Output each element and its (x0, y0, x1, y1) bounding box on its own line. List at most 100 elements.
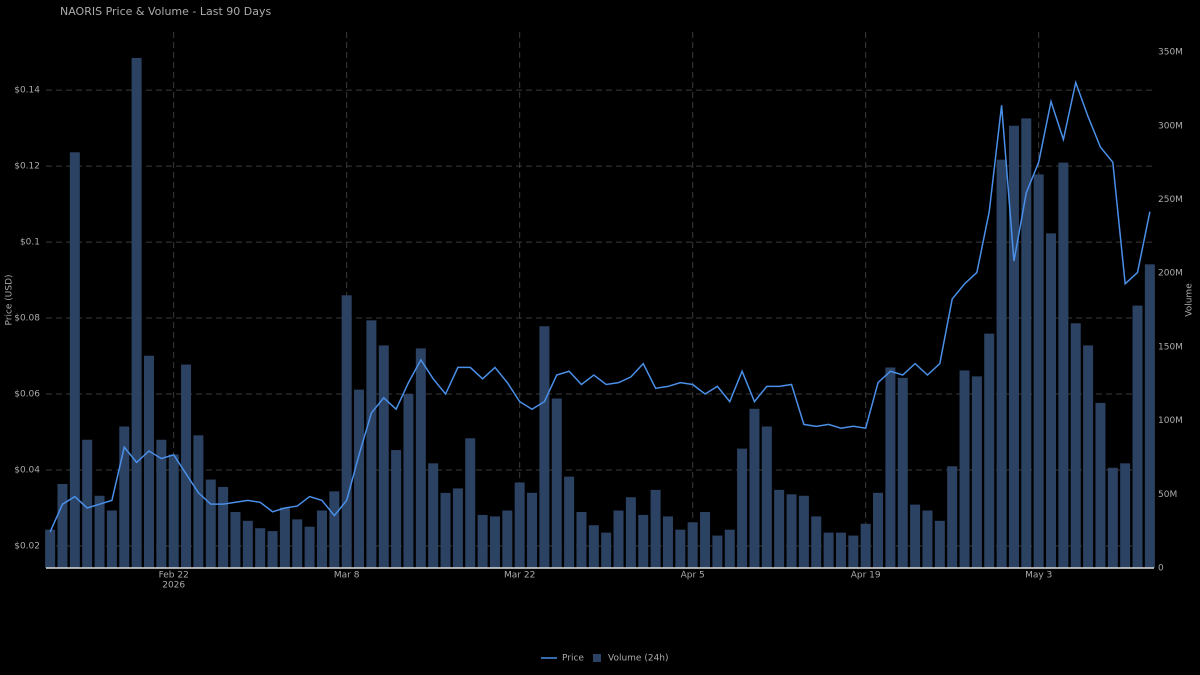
volume-bar (934, 520, 945, 568)
volume-bar (984, 333, 995, 568)
y-tick-label: $0.1 (20, 238, 40, 248)
volume-bar (477, 514, 488, 568)
volume-bar (354, 389, 365, 568)
volume-bar (329, 491, 340, 568)
volume-bar (316, 510, 327, 568)
volume-bar (650, 489, 661, 568)
volume-bar (131, 57, 142, 568)
volume-bar (1107, 467, 1118, 568)
volume-bar (403, 394, 414, 568)
volume-bar (205, 479, 216, 568)
volume-bar (514, 482, 525, 568)
volume-bar (576, 511, 587, 568)
volume-bar (737, 448, 748, 568)
volume-bar (69, 152, 80, 568)
volume-bar (588, 525, 599, 568)
volume-bar (835, 532, 846, 568)
volume-bar (996, 159, 1007, 568)
volume-bar (885, 367, 896, 568)
volume-bar (218, 486, 229, 568)
y-tick-label: $0.04 (14, 465, 40, 475)
volume-bar (489, 516, 500, 568)
volume-bar (1033, 174, 1044, 568)
volume-bar (687, 522, 698, 568)
volume-bar (292, 519, 303, 568)
x-tick-label: Apr 19 (851, 571, 881, 581)
volume-bar (465, 438, 476, 568)
y2-tick-label: 150M (1158, 342, 1183, 352)
x-year-label: 2026 (162, 581, 185, 591)
y2-tick-label: 100M (1158, 416, 1183, 426)
legend-label: Price (562, 654, 584, 664)
x-tick-label: May 3 (1025, 571, 1052, 581)
volume-bar (1132, 305, 1143, 568)
volume-bar (675, 529, 686, 568)
volume-bar (255, 528, 266, 568)
volume-bar (749, 408, 760, 568)
volume-bar (391, 450, 402, 568)
volume-bar (897, 377, 908, 568)
y2-tick-label: 50M (1158, 490, 1177, 500)
volume-bar (242, 520, 253, 568)
volume-bar (1144, 264, 1155, 568)
volume-bar (1046, 233, 1057, 568)
x-tick-label: Mar 8 (334, 571, 360, 581)
y2-tick-label: 200M (1158, 269, 1183, 279)
volume-bar (564, 476, 575, 568)
legend-bar-swatch (593, 654, 601, 662)
volume-bar (193, 435, 204, 568)
volume-bar (1120, 463, 1131, 568)
volume-bar (143, 355, 154, 568)
volume-bar (724, 529, 735, 568)
volume-bar (230, 511, 241, 568)
volume-bar (1083, 345, 1094, 568)
y-tick-label: $0.12 (14, 162, 40, 172)
volume-bar (959, 370, 970, 568)
volume-bar (761, 426, 772, 568)
volume-bar (267, 531, 278, 568)
volume-bar (860, 523, 871, 568)
volume-bar (415, 348, 426, 568)
volume-bar (366, 320, 377, 568)
volume-bar (662, 516, 673, 568)
volume-bar (119, 426, 130, 568)
volume-bar (638, 514, 649, 568)
volume-bar (774, 489, 785, 568)
volume-bar (82, 439, 93, 568)
y2-tick-label: 0 (1158, 564, 1164, 574)
y2-axis-title: Volume (1185, 283, 1195, 317)
volume-bar (539, 326, 550, 568)
x-tick-label: Apr 5 (681, 571, 705, 581)
volume-bar (57, 483, 68, 568)
volume-bar (1008, 125, 1019, 569)
volume-bar (712, 535, 723, 568)
x-tick-label: Mar 22 (504, 571, 535, 581)
y2-tick-label: 300M (1158, 121, 1183, 131)
volume-bar (452, 488, 463, 568)
volume-bar (910, 504, 921, 568)
volume-bar (502, 510, 513, 568)
volume-bar (922, 510, 933, 568)
volume-bar (601, 532, 612, 568)
y-tick-label: $0.02 (14, 541, 40, 551)
volume-bar (440, 492, 451, 568)
volume-bar (625, 497, 636, 568)
y-tick-label: $0.06 (14, 390, 40, 400)
volume-bar (527, 492, 538, 568)
volume-bar (700, 511, 711, 568)
y2-tick-label: 350M (1158, 48, 1183, 58)
volume-bar (1070, 323, 1081, 568)
volume-bar (551, 398, 562, 568)
volume-bar (1021, 118, 1032, 568)
y-axis-title: Price (USD) (5, 274, 15, 325)
volume-bar (1058, 162, 1069, 568)
volume-bar (94, 495, 105, 568)
volume-bar (181, 364, 192, 568)
volume-bar (613, 510, 624, 568)
legend-label: Volume (24h) (608, 654, 669, 664)
volume-bar (304, 526, 315, 568)
volume-bar (341, 295, 352, 568)
y-tick-label: $0.08 (14, 314, 40, 324)
volume-bar (378, 345, 389, 568)
